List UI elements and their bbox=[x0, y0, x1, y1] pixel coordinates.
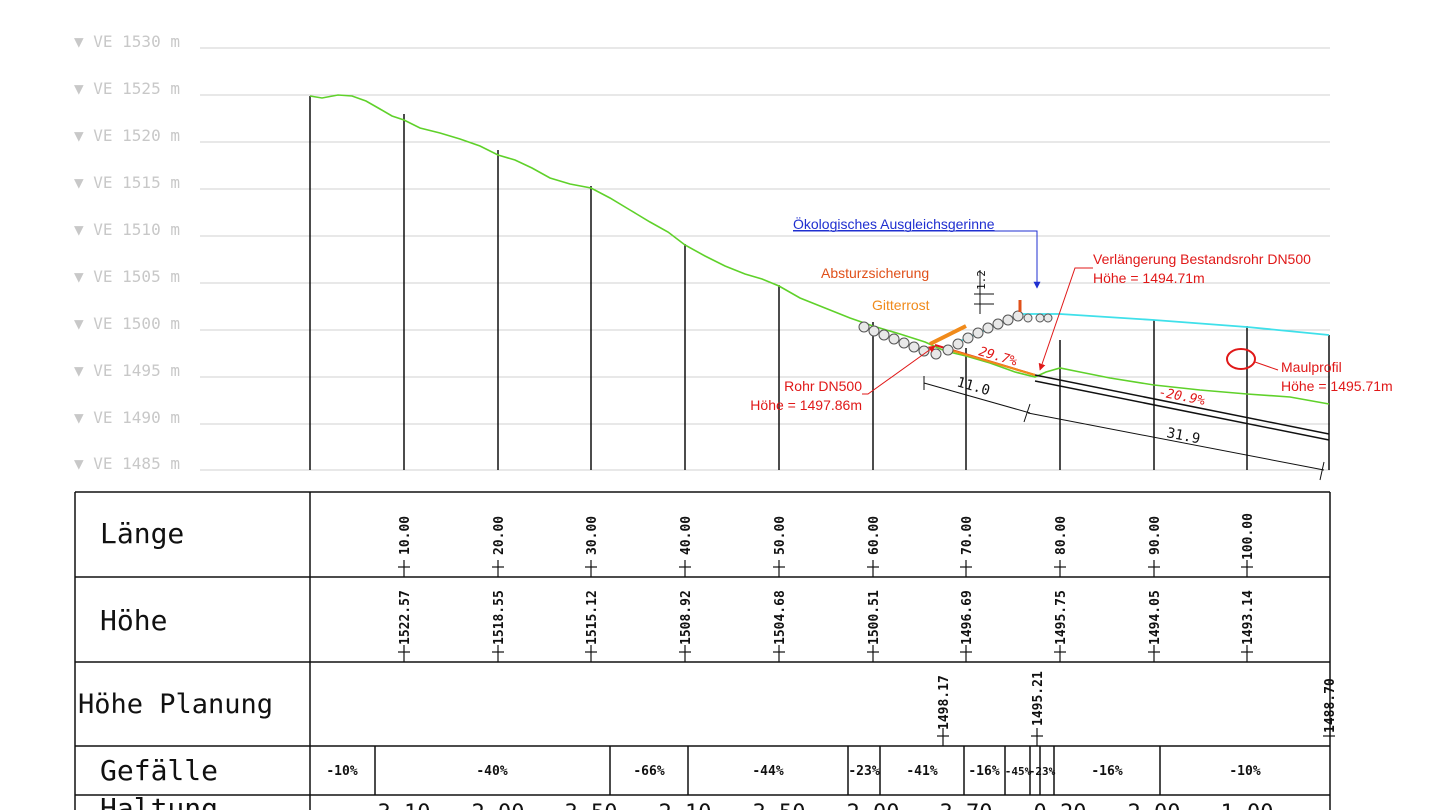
laenge-value: 80.00 bbox=[1054, 516, 1069, 555]
label-gitterrost: Gitterrost bbox=[872, 297, 930, 313]
gefaelle-value: -23% bbox=[848, 764, 879, 779]
hoehe-value: 1496.69 bbox=[960, 590, 975, 645]
station-lines bbox=[309, 96, 1330, 470]
gefaelle-value: -44% bbox=[752, 764, 783, 779]
hoehe-value: 1504.68 bbox=[773, 590, 788, 645]
maulprofil-leader bbox=[1254, 361, 1279, 371]
label-rohr-hoehe: Höhe = 1497.86m bbox=[750, 397, 862, 413]
hoehe-values: 1522.57 1518.55 1515.12 1508.92 1504.68 … bbox=[398, 590, 1256, 645]
leader-oekologisch bbox=[793, 230, 1041, 289]
laenge-value: 20.00 bbox=[492, 516, 507, 555]
ve-label: ▼ VE 1495 m bbox=[74, 361, 180, 380]
ve-label: ▼ VE 1525 m bbox=[74, 79, 180, 98]
row-label-planung: Höhe Planung bbox=[78, 689, 273, 720]
table-ticks bbox=[398, 560, 1335, 746]
next-row-value: 3.70 bbox=[940, 801, 993, 810]
ve-label: ▼ VE 1505 m bbox=[74, 267, 180, 286]
ve-label: ▼ VE 1490 m bbox=[74, 408, 180, 427]
laenge-values: 10.00 20.00 30.00 40.00 50.00 60.00 70.0… bbox=[398, 513, 1256, 560]
terrain-line bbox=[309, 94, 1330, 405]
dim-label-12: 1.2 bbox=[975, 270, 988, 290]
profile-table bbox=[74, 491, 1331, 810]
elevation-grid bbox=[200, 47, 1330, 471]
planung-value: 1488.70 bbox=[1323, 678, 1338, 733]
elevation-labels: ▼ VE 1530 m ▼ VE 1525 m ▼ VE 1520 m ▼ VE… bbox=[74, 32, 180, 473]
row-label-gefaelle: Gefälle bbox=[100, 754, 218, 787]
ve-label: ▼ VE 1520 m bbox=[74, 126, 180, 145]
hoehe-value: 1500.51 bbox=[867, 590, 882, 645]
planung-value: 1498.17 bbox=[937, 675, 952, 730]
label-absturz: Absturzsicherung bbox=[821, 265, 929, 281]
gefaelle-value: -41% bbox=[906, 764, 937, 779]
ve-label: ▼ VE 1515 m bbox=[74, 173, 180, 192]
leader-rohr bbox=[862, 345, 936, 395]
slope-label-b: -20.9% bbox=[1157, 385, 1206, 409]
label-rohr: Rohr DN500 bbox=[784, 378, 862, 394]
laenge-value: 30.00 bbox=[585, 516, 600, 555]
dim-label-31: 31.9 bbox=[1165, 425, 1201, 447]
row-label-hoehe: Höhe bbox=[100, 604, 167, 637]
label-maul-hoehe: Höhe = 1495.71m bbox=[1281, 378, 1393, 394]
hoehe-value: 1508.92 bbox=[679, 590, 694, 645]
next-row-value: 0.20 bbox=[1034, 801, 1087, 810]
gefaelle-value: -10% bbox=[1229, 764, 1260, 779]
gefaelle-value: -10% bbox=[326, 764, 357, 779]
next-row-values: 3.10 2.00 3.50 2.10 3.50 2.00 3.70 0.20 … bbox=[378, 801, 1274, 810]
laenge-value: 70.00 bbox=[960, 516, 975, 555]
next-row-value: 3.10 bbox=[378, 801, 431, 810]
next-row-value: 2.10 bbox=[659, 801, 712, 810]
next-row-value: 2.00 bbox=[472, 801, 525, 810]
rock-boulders bbox=[858, 310, 1053, 360]
gefaelle-value: -66% bbox=[633, 764, 664, 779]
laenge-value: 10.00 bbox=[398, 516, 413, 555]
row-label-next: Haltung bbox=[100, 792, 218, 810]
gitterrost-plate bbox=[929, 324, 967, 346]
hoehe-value: 1495.75 bbox=[1054, 590, 1069, 645]
laenge-value: 50.00 bbox=[773, 516, 788, 555]
laenge-value: 90.00 bbox=[1148, 516, 1163, 555]
row-label-laenge: Länge bbox=[100, 517, 184, 550]
hoehe-value: 1518.55 bbox=[492, 590, 507, 645]
hoehe-value: 1515.12 bbox=[585, 590, 600, 645]
label-verlaengerung: Verlängerung Bestandsrohr DN500 bbox=[1093, 251, 1311, 267]
label-maul: Maulprofil bbox=[1281, 359, 1342, 375]
dimension-lines bbox=[923, 270, 1325, 481]
row-labels: Länge Höhe Höhe Planung Gefälle Haltung bbox=[78, 517, 273, 810]
gefaelle-values: -10% -40% -66% -44% -23% -41% -16% -45% … bbox=[326, 764, 1260, 779]
gefaelle-value: -23% bbox=[1029, 765, 1056, 778]
gefaelle-value: -40% bbox=[476, 764, 507, 779]
planung-values: 1498.17 1495.21 1488.70 bbox=[937, 671, 1338, 733]
next-row-value: 2.00 bbox=[847, 801, 900, 810]
next-row-value: 3.50 bbox=[565, 801, 618, 810]
hoehe-value: 1522.57 bbox=[398, 590, 413, 645]
gefaelle-value: -16% bbox=[968, 764, 999, 779]
label-oekologisch: Ökologisches Ausgleichsgerinne bbox=[793, 215, 995, 232]
next-row-value: 1.00 bbox=[1221, 801, 1274, 810]
ve-label: ▼ VE 1510 m bbox=[74, 220, 180, 239]
next-row-value: 3.50 bbox=[753, 801, 806, 810]
hoehe-value: 1494.05 bbox=[1148, 590, 1163, 645]
next-row-value: 2.00 bbox=[1128, 801, 1181, 810]
maulprofil-symbol bbox=[1226, 348, 1256, 370]
planung-value: 1495.21 bbox=[1031, 671, 1046, 726]
leader-verlaengerung bbox=[1038, 267, 1093, 371]
ve-label: ▼ VE 1530 m bbox=[74, 32, 180, 51]
laenge-value: 40.00 bbox=[679, 516, 694, 555]
ve-label: ▼ VE 1500 m bbox=[74, 314, 180, 333]
dim-label-11: 11.0 bbox=[955, 374, 992, 399]
laenge-value: 100.00 bbox=[1241, 513, 1256, 560]
gefaelle-value: -45% bbox=[1005, 765, 1032, 778]
ve-label: ▼ VE 1485 m bbox=[74, 454, 180, 473]
gefaelle-value: -16% bbox=[1091, 764, 1122, 779]
label-verlaengerung-hoehe: Höhe = 1494.71m bbox=[1093, 270, 1205, 286]
laenge-value: 60.00 bbox=[867, 516, 882, 555]
hoehe-value: 1493.14 bbox=[1241, 590, 1256, 645]
